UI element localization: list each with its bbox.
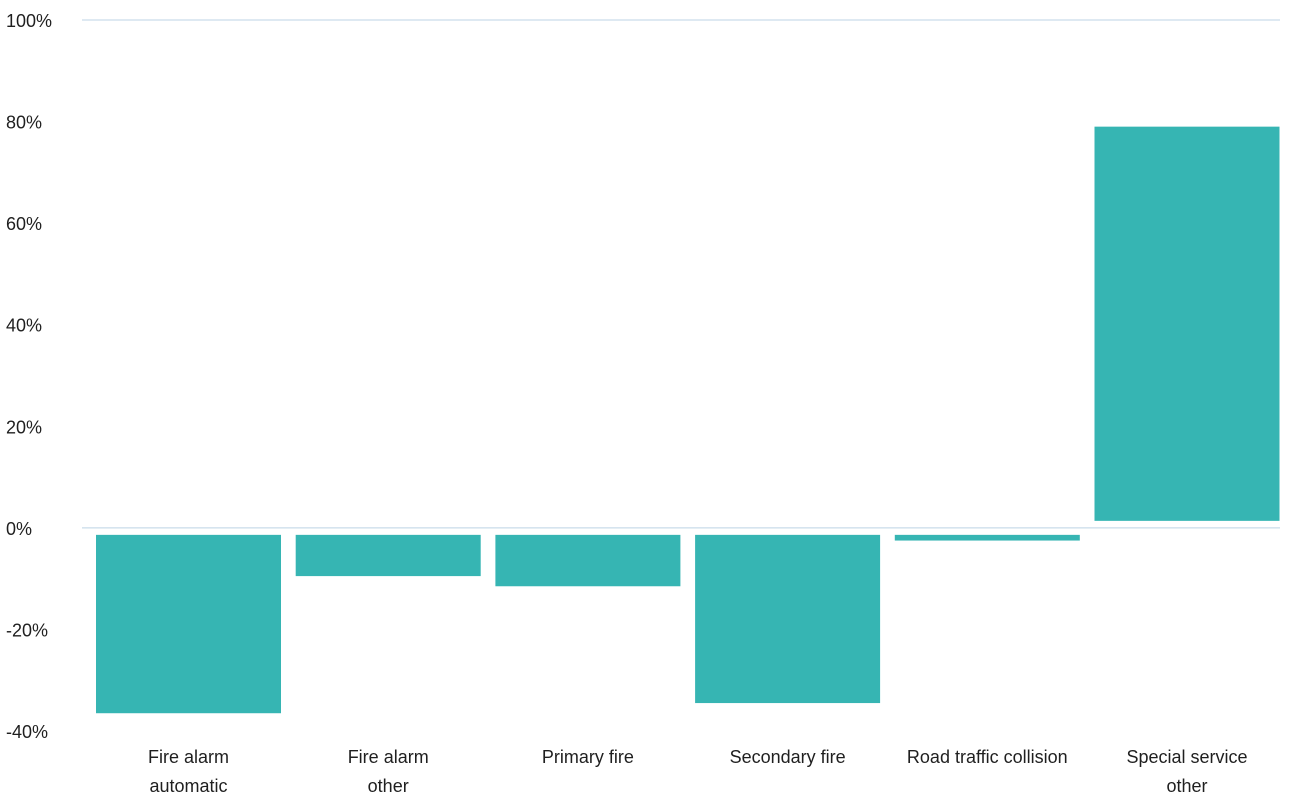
x-category-label: Road traffic collision bbox=[907, 747, 1068, 767]
bar bbox=[495, 534, 681, 587]
x-category-label: Primary fire bbox=[542, 747, 634, 767]
y-tick-label: 40% bbox=[6, 316, 42, 336]
gridlines bbox=[82, 19, 1280, 529]
x-category-label: Fire alarm other bbox=[348, 747, 429, 796]
x-axis-labels: Fire alarm automatic Fire alarm other Primar… bbox=[148, 747, 1248, 796]
x-category-label: Special service other bbox=[1126, 747, 1247, 796]
bar bbox=[96, 534, 281, 714]
y-tick-label: 80% bbox=[6, 113, 42, 133]
y-tick-label: -40% bbox=[6, 722, 48, 742]
y-tick-label: 20% bbox=[6, 417, 42, 437]
bar bbox=[894, 534, 1080, 541]
y-tick-label: 60% bbox=[6, 214, 42, 234]
bars bbox=[96, 126, 1280, 714]
bar bbox=[295, 534, 481, 577]
y-tick-label: -20% bbox=[6, 620, 48, 640]
y-tick-label: 100% bbox=[6, 11, 52, 31]
bar bbox=[695, 534, 881, 704]
x-category-label: Fire alarm automatic bbox=[148, 747, 229, 796]
y-tick-label: 0% bbox=[6, 519, 32, 539]
y-axis-ticks: 100% 80% 60% 40% 20% 0% -20% -40% bbox=[6, 11, 52, 742]
x-category-label: Secondary fire bbox=[730, 747, 846, 767]
bar bbox=[1094, 126, 1280, 521]
